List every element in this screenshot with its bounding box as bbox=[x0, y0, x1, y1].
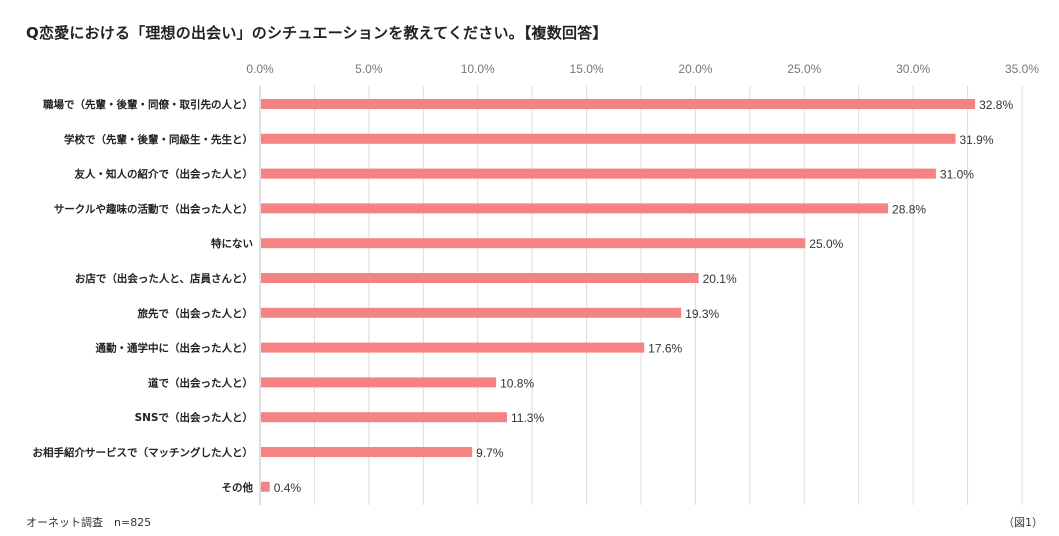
bar bbox=[261, 168, 936, 179]
x-tick-label: 20.0% bbox=[678, 62, 712, 76]
category-label: 特にない bbox=[211, 237, 253, 250]
gridlines bbox=[259, 86, 1023, 505]
data-label: 10.8% bbox=[500, 376, 534, 390]
bar bbox=[261, 307, 682, 318]
data-label: 31.0% bbox=[940, 168, 974, 182]
data-label: 32.8% bbox=[979, 98, 1013, 112]
x-tick-label: 10.0% bbox=[461, 62, 495, 76]
category-label: 友人・知人の紹介で（出会った人と） bbox=[74, 168, 254, 181]
bar bbox=[261, 377, 497, 388]
data-label: 0.4% bbox=[274, 481, 302, 495]
category-label: 道で（出会った人と） bbox=[148, 376, 253, 389]
data-label: 11.3% bbox=[511, 411, 544, 425]
bar bbox=[261, 273, 699, 283]
x-tick-label: 30.0% bbox=[896, 62, 930, 76]
data-label: 9.7% bbox=[476, 446, 504, 460]
x-tick-label: 35.0% bbox=[1005, 62, 1039, 76]
data-label: 28.8% bbox=[892, 202, 926, 216]
bar bbox=[261, 412, 508, 423]
category-labels: 職場で（先輩・後輩・同僚・取引先の人と） 学校で（先輩・後輩・同級生・先生と） 友人… bbox=[33, 98, 254, 494]
x-tick-label: 25.0% bbox=[787, 62, 821, 76]
x-tick-label: 0.0% bbox=[246, 62, 274, 76]
bar bbox=[261, 238, 806, 249]
data-label: 19.3% bbox=[685, 307, 719, 321]
category-label: お店で（出会った人と、店員さんと） bbox=[75, 272, 253, 285]
bar bbox=[261, 99, 976, 109]
bar bbox=[261, 342, 645, 353]
category-label: SNSで（出会った人と） bbox=[135, 411, 253, 424]
bar bbox=[261, 481, 270, 492]
data-label: 25.0% bbox=[809, 237, 843, 251]
value-labels: 32.8% 31.9% 31.0% 28.8% 25.0% 20.1% 19.3% 17.6%… bbox=[274, 98, 1014, 495]
bars bbox=[261, 99, 976, 492]
data-label: 20.1% bbox=[703, 272, 737, 286]
bar bbox=[261, 203, 889, 214]
bar bbox=[261, 447, 473, 457]
x-tick-label: 15.0% bbox=[570, 62, 604, 76]
category-label: お相手紹介サービスで（マッチングした人と） bbox=[33, 446, 254, 459]
bar bbox=[261, 133, 956, 144]
x-tick-label: 5.0% bbox=[355, 62, 383, 76]
category-label: 職場で（先輩・後輩・同僚・取引先の人と） bbox=[43, 98, 253, 111]
category-label: 通勤・通学中に（出会った人と） bbox=[96, 342, 254, 355]
category-label: 学校で（先輩・後輩・同級生・先生と） bbox=[64, 133, 253, 146]
x-axis-ticks: 0.0% 5.0% 10.0% 15.0% 20.0% 25.0% 30.0% 35.0% bbox=[246, 62, 1039, 76]
data-label: 31.9% bbox=[960, 133, 994, 147]
source-note: オーネット調査 n=825 bbox=[26, 516, 152, 529]
chart-title: Q恋愛における「理想の出会い」のシチュエーションを教えてください。【複数回答】 bbox=[26, 24, 608, 42]
category-label: サークルや趣味の活動で（出会った人と） bbox=[54, 202, 253, 215]
data-label: 17.6% bbox=[648, 342, 682, 356]
category-label: その他 bbox=[222, 481, 254, 494]
figure-label: （図1） bbox=[1003, 516, 1043, 529]
category-label: 旅先で（出会った人と） bbox=[138, 307, 254, 320]
